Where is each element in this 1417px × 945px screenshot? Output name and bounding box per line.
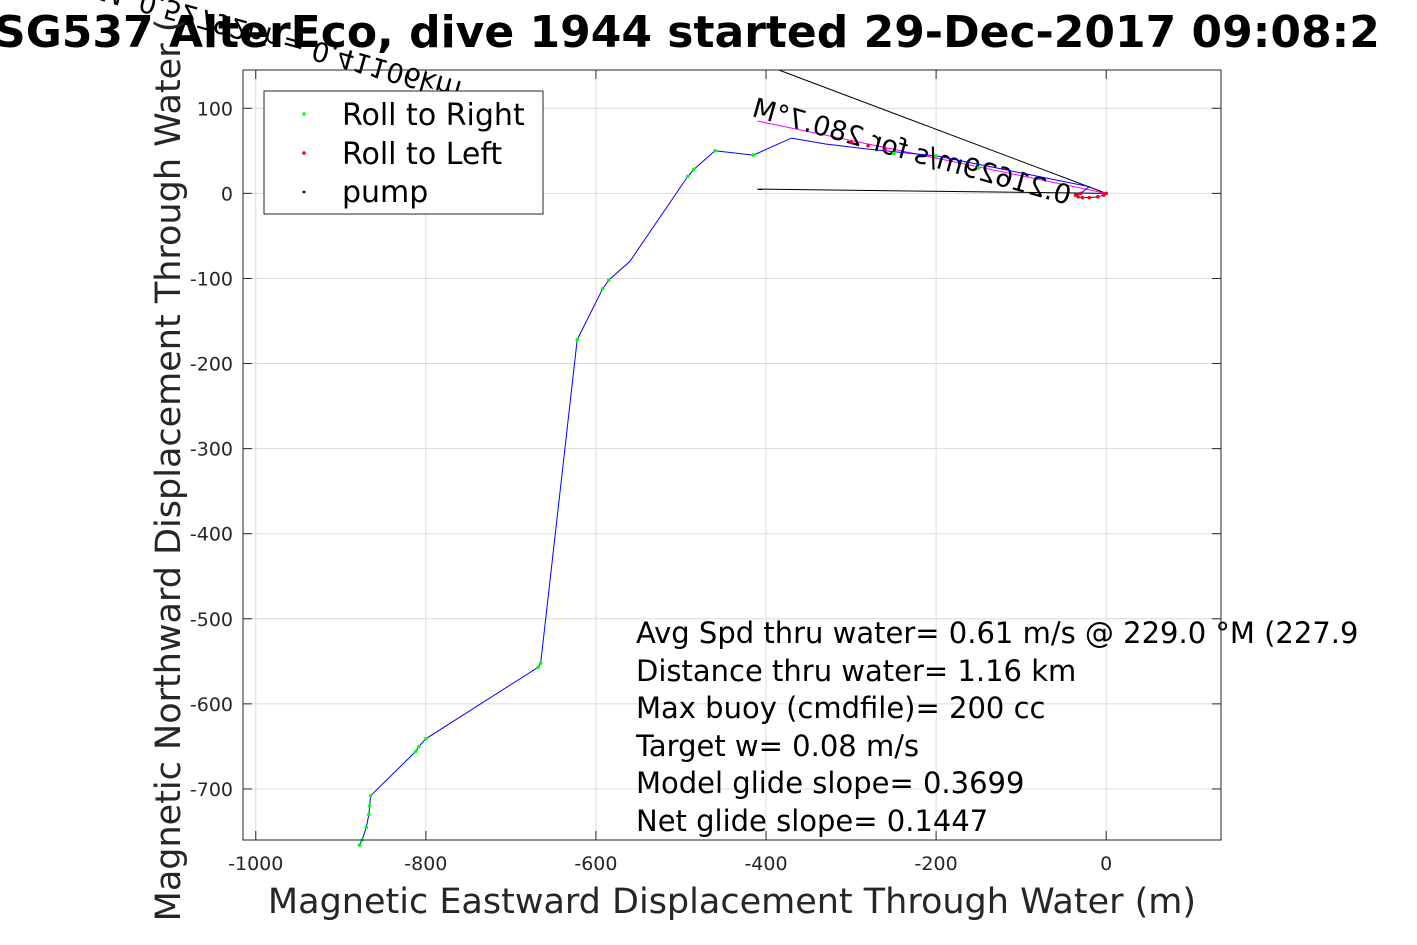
legend-marker-roll-left	[302, 151, 306, 155]
legend: Roll to Right Roll to Left pump	[263, 90, 544, 215]
roll-right-point	[600, 286, 605, 291]
x-tick-label: -1000	[228, 853, 283, 875]
chart-title: SG537 AlterEco, dive 1944 started 29-Dec…	[0, 7, 1380, 58]
roll-right-point	[417, 744, 421, 749]
x-tick-label: -600	[574, 853, 617, 875]
roll-right-point	[536, 665, 540, 670]
roll-right-point	[976, 166, 981, 170]
y-axis-label: Magnetic Northward Displacement Through …	[149, 19, 189, 922]
legend-marker-roll-right	[302, 112, 306, 116]
y-tick-label: 100	[197, 98, 233, 120]
roll-left-point	[1095, 194, 1100, 199]
legend-label-roll-left: Roll to Left	[342, 137, 502, 172]
y-tick-label: -100	[190, 268, 233, 290]
roll-left-point	[1080, 195, 1085, 200]
x-tick-label: -800	[404, 853, 447, 875]
roll-left-point	[883, 147, 887, 151]
annotation-model-glide: Model glide slope= 0.3699	[636, 766, 1024, 800]
roll-right-point	[891, 151, 896, 156]
legend-marker-pump	[302, 190, 306, 194]
y-tick-label: -500	[190, 609, 233, 631]
roll-left-point	[1087, 195, 1091, 200]
roll-right-point	[538, 661, 543, 665]
grid-lines	[243, 70, 1221, 840]
roll-right-point	[575, 337, 580, 342]
axes-frame	[242, 69, 1222, 841]
stats-annotations: Avg Spd thru water= 0.61 m/s @ 229.0 °M …	[635, 616, 1358, 838]
roll-right-point	[606, 278, 611, 282]
x-tick-label: 0	[1100, 853, 1112, 875]
roll-left-point	[1101, 193, 1106, 197]
roll-right-point	[751, 153, 756, 157]
roll-right-point	[713, 149, 717, 153]
roll-left-point	[1076, 194, 1080, 199]
x-axis-ticks: -1000 -800 -600 -400 -200 0	[228, 70, 1112, 875]
x-tick-label: -400	[744, 853, 787, 875]
y-tick-label: -300	[190, 439, 233, 461]
roll-right-point	[368, 793, 373, 798]
legend-label-roll-right: Roll to Right	[342, 98, 525, 133]
y-tick-label: 0	[221, 183, 233, 205]
annotation-net-glide: Net glide slope= 0.1447	[636, 804, 988, 838]
roll-right-point	[691, 167, 696, 172]
annotation-target-w: Target w= 0.08 m/s	[635, 729, 919, 763]
roll-left-point	[1078, 191, 1083, 196]
current-vector-line	[757, 120, 1107, 194]
roll-right-points	[357, 149, 981, 847]
roll-left-point	[1073, 193, 1078, 197]
roll-right-point	[413, 749, 418, 754]
roll-left-point	[1104, 191, 1108, 196]
legend-box	[263, 90, 544, 215]
annotation-distance: Distance thru water= 1.16 km	[636, 654, 1076, 688]
roll-left-point	[866, 143, 870, 148]
annotation-avg-speed: Avg Spd thru water= 0.61 m/s @ 229.0 °M …	[636, 616, 1358, 650]
roll-right-point	[357, 843, 362, 847]
x-axis-label: Magnetic Eastward Displacement Through W…	[268, 882, 1196, 922]
x-tick-label: -200	[915, 853, 958, 875]
current-vector-line	[778, 69, 1107, 194]
legend-label-pump: pump	[342, 175, 428, 210]
roll-right-point	[367, 812, 371, 817]
y-tick-label: -700	[190, 779, 233, 801]
roll-right-point	[685, 174, 690, 179]
roll-right-point	[934, 154, 938, 158]
y-tick-label: -600	[190, 694, 233, 716]
roll-right-point	[424, 736, 428, 741]
roll-right-point	[364, 825, 369, 830]
current-vector-line	[757, 188, 1107, 194]
y-axis-ticks: 100 0 -100 -200 -300 -400 -500 -600 -700	[190, 98, 1221, 801]
roll-right-point	[367, 804, 372, 808]
roll-left-point	[849, 140, 853, 145]
y-tick-label: -200	[190, 354, 233, 376]
y-tick-label: -400	[190, 524, 233, 546]
current-vectors	[757, 69, 1107, 194]
roll-left-points	[849, 140, 1108, 200]
annotation-max-buoy: Max buoy (cmdfile)= 200 cc	[636, 691, 1045, 725]
